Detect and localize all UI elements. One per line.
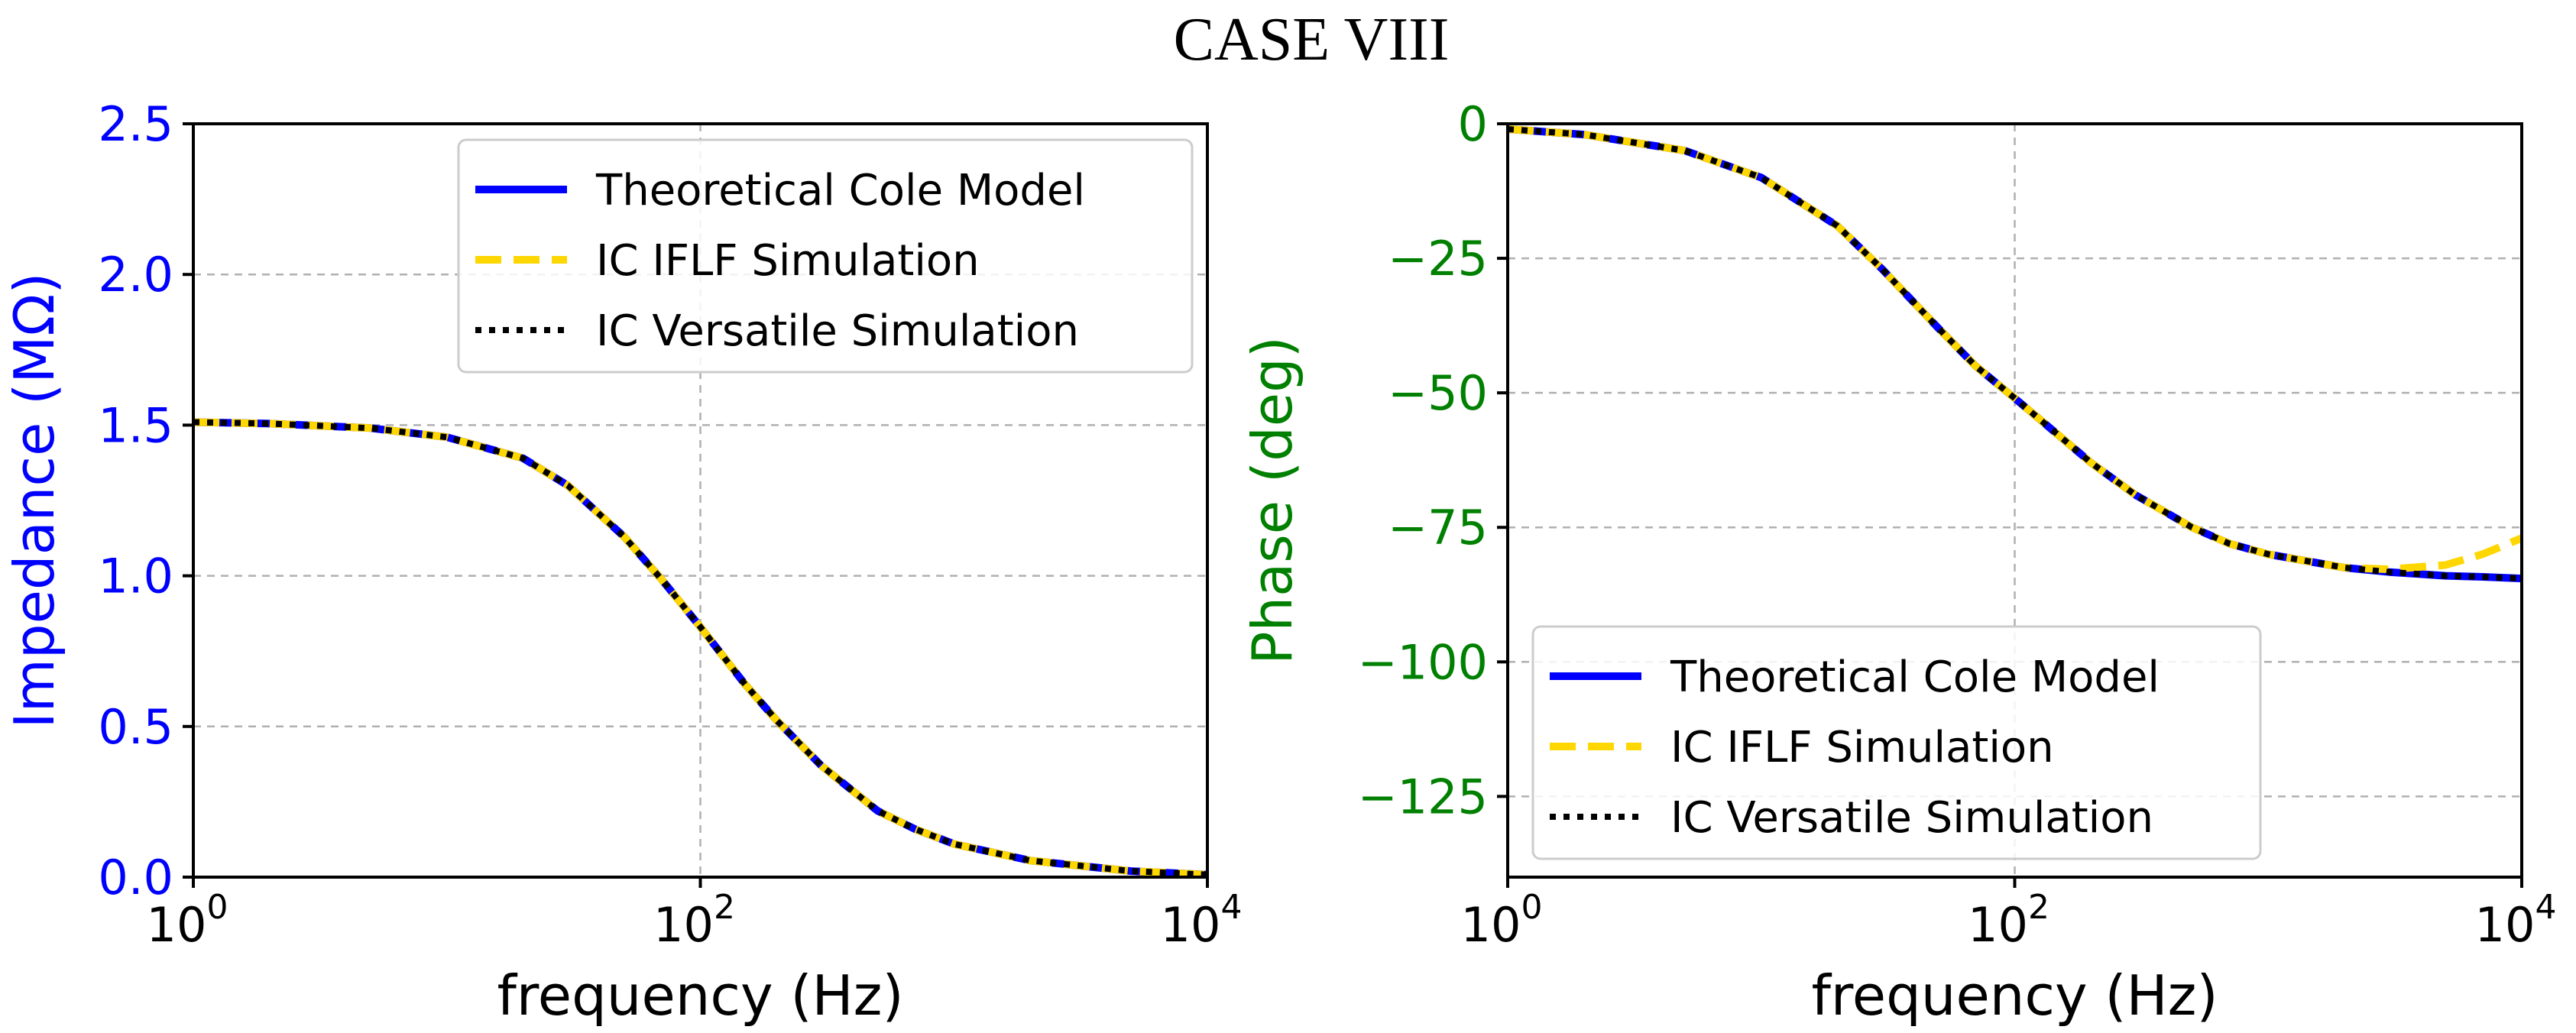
y-tick-label: −75 bbox=[1388, 500, 1488, 555]
legend-box bbox=[457, 138, 1194, 374]
x-tick-label-exponent: 4 bbox=[2535, 888, 2556, 927]
x-tick-label: 104 bbox=[1161, 888, 1243, 953]
y-tick-label: 0.0 bbox=[98, 850, 173, 905]
x-tick-label-exponent: 4 bbox=[1220, 888, 1242, 927]
x-tick-label-base: 10 bbox=[1968, 897, 2028, 953]
x-axis-label: frequency (Hz) bbox=[1811, 963, 2218, 1028]
y-tick-label: 0 bbox=[1458, 96, 1488, 152]
x-tick-label-exponent: 2 bbox=[2028, 888, 2049, 927]
y-tick-label: −100 bbox=[1358, 634, 1488, 690]
figure-title: CASE VIII bbox=[1174, 6, 1450, 73]
x-tick-label-exponent: 0 bbox=[1521, 888, 1542, 927]
x-tick-label-base: 10 bbox=[1161, 897, 1221, 953]
y-tick-label: −25 bbox=[1388, 231, 1488, 287]
x-axis-label: frequency (Hz) bbox=[497, 963, 903, 1028]
y-tick-label: 2.0 bbox=[98, 247, 173, 303]
x-tick-label: 102 bbox=[653, 888, 735, 953]
y-axis-label: Impedance (MΩ) bbox=[2, 273, 66, 729]
series-line-dotted bbox=[1507, 126, 2523, 582]
x-tick-label: 104 bbox=[2475, 888, 2557, 953]
legend: Theoretical Cole Model IC IFLF Simulation… bbox=[457, 138, 1194, 374]
y-tick-label: 2.5 bbox=[98, 96, 173, 152]
y-tick-label: −50 bbox=[1388, 365, 1488, 421]
legend-label: IC Versatile Simulation bbox=[596, 306, 1079, 356]
y-tick-label: −125 bbox=[1358, 769, 1488, 824]
legend-label: Theoretical Cole Model bbox=[595, 166, 1085, 215]
y-tick-label: 0.5 bbox=[98, 699, 173, 755]
x-tick-label: 100 bbox=[147, 888, 228, 953]
x-tick-label-exponent: 2 bbox=[714, 888, 735, 927]
legend-label: Theoretical Cole Model bbox=[1670, 653, 2160, 702]
legend-label: IC Versatile Simulation bbox=[1670, 793, 2153, 843]
x-tick-label-exponent: 0 bbox=[206, 888, 228, 927]
y-tick-label: 1.0 bbox=[98, 549, 173, 604]
x-tick-label: 100 bbox=[1461, 888, 1543, 953]
series-line-dashed bbox=[1507, 125, 2523, 574]
legend-box bbox=[1531, 625, 2262, 860]
series-line-dashed bbox=[193, 418, 1208, 879]
y-tick-label: 1.5 bbox=[98, 397, 173, 453]
x-tick-label-base: 10 bbox=[2475, 897, 2535, 953]
x-tick-label-base: 10 bbox=[147, 897, 207, 953]
legend: Theoretical Cole Model IC IFLF Simulation… bbox=[1531, 625, 2262, 860]
x-tick-label-base: 10 bbox=[653, 897, 714, 953]
legend-label: IC IFLF Simulation bbox=[596, 236, 980, 286]
legend-label: IC IFLF Simulation bbox=[1670, 723, 2054, 772]
y-axis-label: Phase (deg) bbox=[1240, 336, 1304, 665]
x-tick-label: 102 bbox=[1968, 888, 2049, 953]
x-tick-label-base: 10 bbox=[1461, 897, 1521, 953]
